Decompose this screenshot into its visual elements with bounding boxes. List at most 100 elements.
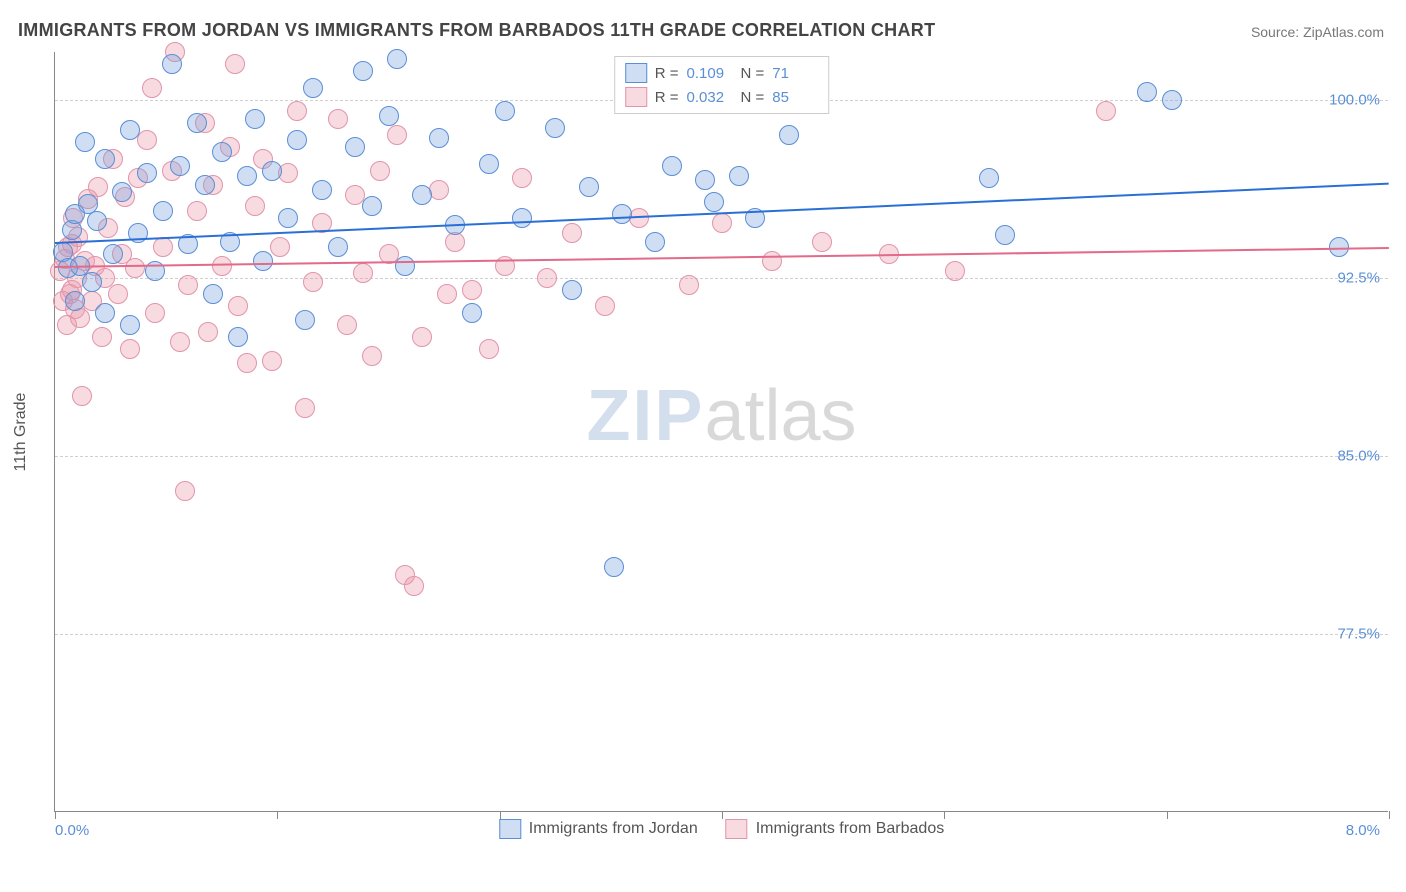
scatter-point: [153, 201, 173, 221]
scatter-point: [287, 101, 307, 121]
scatter-point: [212, 256, 232, 276]
scatter-point: [562, 223, 582, 243]
legend-row: R =0.032N =85: [625, 85, 819, 109]
scatter-point: [303, 78, 323, 98]
scatter-point: [72, 386, 92, 406]
scatter-point: [679, 275, 699, 295]
gridline: [55, 456, 1388, 457]
scatter-point: [170, 156, 190, 176]
scatter-point: [462, 303, 482, 323]
x-tick: [55, 811, 56, 819]
scatter-point: [328, 237, 348, 257]
scatter-point: [198, 322, 218, 342]
scatter-point: [108, 284, 128, 304]
scatter-point: [462, 280, 482, 300]
scatter-point: [112, 182, 132, 202]
chart-container: IMMIGRANTS FROM JORDAN VS IMMIGRANTS FRO…: [0, 0, 1406, 892]
scatter-point: [95, 303, 115, 323]
legend-r-label: R =: [655, 89, 679, 106]
scatter-point: [120, 339, 140, 359]
scatter-point: [195, 175, 215, 195]
legend-swatch: [625, 63, 647, 83]
scatter-point: [695, 170, 715, 190]
legend-swatch: [625, 87, 647, 107]
scatter-point: [95, 149, 115, 169]
scatter-point: [137, 130, 157, 150]
scatter-point: [203, 284, 223, 304]
scatter-point: [495, 101, 515, 121]
scatter-point: [662, 156, 682, 176]
series-legend-label: Immigrants from Barbados: [756, 820, 945, 838]
scatter-point: [562, 280, 582, 300]
scatter-point: [262, 351, 282, 371]
scatter-point: [225, 54, 245, 74]
x-tick: [277, 811, 278, 819]
watermark: ZIPatlas: [586, 375, 856, 457]
legend-r-label: R =: [655, 65, 679, 82]
scatter-point: [287, 130, 307, 150]
scatter-point: [362, 346, 382, 366]
scatter-point: [145, 303, 165, 323]
scatter-point: [429, 128, 449, 148]
x-tick: [944, 811, 945, 819]
scatter-point: [437, 284, 457, 304]
scatter-point: [612, 204, 632, 224]
scatter-point: [404, 576, 424, 596]
scatter-point: [479, 339, 499, 359]
scatter-point: [82, 272, 102, 292]
scatter-point: [1096, 101, 1116, 121]
x-min-label: 0.0%: [55, 822, 89, 839]
scatter-point: [512, 168, 532, 188]
scatter-point: [187, 113, 207, 133]
scatter-point: [762, 251, 782, 271]
scatter-point: [137, 163, 157, 183]
legend-n-label: N =: [741, 65, 765, 82]
legend-swatch: [726, 819, 748, 839]
scatter-point: [170, 332, 190, 352]
scatter-point: [345, 137, 365, 157]
scatter-point: [537, 268, 557, 288]
y-tick-label: 85.0%: [1337, 447, 1380, 464]
scatter-point: [353, 61, 373, 81]
scatter-point: [270, 237, 290, 257]
y-axis-title: 11th Grade: [12, 392, 30, 471]
scatter-point: [995, 225, 1015, 245]
source-label: Source: ZipAtlas.com: [1251, 24, 1384, 40]
scatter-point: [125, 258, 145, 278]
scatter-point: [153, 237, 173, 257]
scatter-point: [479, 154, 499, 174]
x-tick: [722, 811, 723, 819]
x-max-label: 8.0%: [1346, 822, 1380, 839]
legend-row: R =0.109N =71: [625, 61, 819, 85]
legend-n-label: N =: [741, 89, 765, 106]
scatter-point: [337, 315, 357, 335]
x-tick: [1389, 811, 1390, 819]
watermark-part1: ZIP: [586, 376, 704, 456]
x-tick: [1167, 811, 1168, 819]
scatter-point: [387, 125, 407, 145]
y-tick-label: 77.5%: [1337, 625, 1380, 642]
scatter-point: [237, 353, 257, 373]
scatter-point: [312, 180, 332, 200]
scatter-point: [262, 161, 282, 181]
scatter-point: [87, 211, 107, 231]
correlation-legend: R =0.109N =71R =0.032N =85: [614, 56, 830, 114]
scatter-point: [712, 213, 732, 233]
scatter-point: [595, 296, 615, 316]
gridline: [55, 634, 1388, 635]
scatter-point: [228, 327, 248, 347]
plot-area: 11th Grade ZIPatlas 77.5%85.0%92.5%100.0…: [54, 52, 1388, 812]
scatter-point: [245, 196, 265, 216]
watermark-part2: atlas: [704, 376, 856, 456]
scatter-point: [278, 208, 298, 228]
scatter-point: [729, 166, 749, 186]
scatter-point: [228, 296, 248, 316]
series-legend-item: Immigrants from Barbados: [726, 819, 945, 839]
scatter-point: [512, 208, 532, 228]
scatter-point: [645, 232, 665, 252]
scatter-point: [579, 177, 599, 197]
scatter-point: [604, 557, 624, 577]
legend-r-value: 0.032: [687, 89, 733, 106]
legend-r-value: 0.109: [687, 65, 733, 82]
scatter-point: [370, 161, 390, 181]
